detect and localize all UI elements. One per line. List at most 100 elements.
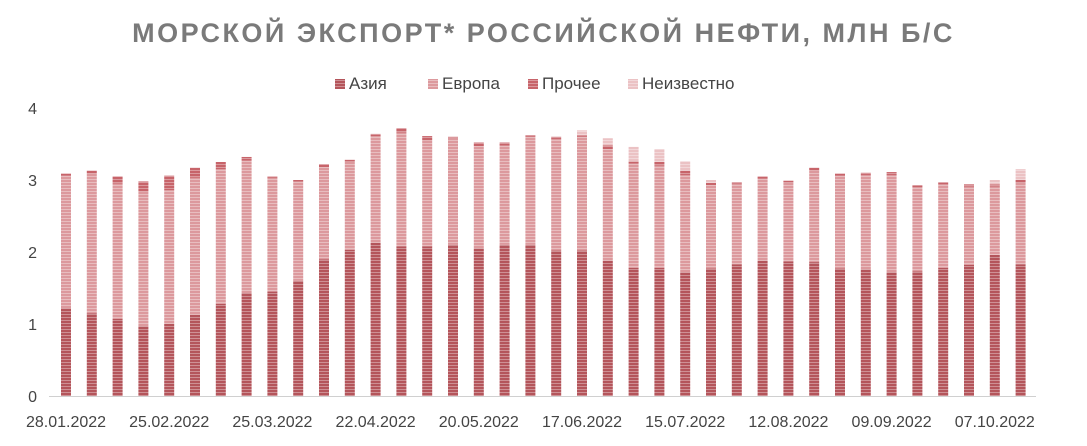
bar-stack <box>602 138 613 396</box>
bar-segment <box>112 318 123 396</box>
bar-segment <box>215 162 226 170</box>
bar-segment <box>190 167 200 178</box>
bar-segment <box>86 170 97 174</box>
bar-segment <box>680 174 691 273</box>
y-tick-label: 1 <box>28 317 37 334</box>
bar-stack <box>525 135 536 396</box>
legend-swatch-2 <box>528 79 538 89</box>
bar-segment <box>757 260 768 396</box>
bar-stack <box>448 136 458 396</box>
x-tick-label: 15.07.2022 <box>645 414 725 431</box>
bar-segment <box>551 250 562 396</box>
legend-swatch-1 <box>428 79 438 89</box>
bar-segment <box>344 162 355 250</box>
bar-segment <box>138 181 149 192</box>
bar-segment <box>628 146 639 162</box>
bar-segment <box>473 248 484 396</box>
x-axis: 28.01.2022 25.02.2022 25.03.2022 22.04.2022… <box>26 396 1036 431</box>
bar-segment <box>215 169 226 304</box>
bar-segment <box>706 180 716 183</box>
bar-segment <box>602 145 613 150</box>
bar-segment <box>241 293 252 396</box>
bar-stack <box>164 175 175 396</box>
bar-segment <box>293 280 304 396</box>
bar-segment <box>396 246 407 396</box>
bar-segment <box>370 133 381 137</box>
bar-segment <box>602 149 613 261</box>
bar-segment <box>912 271 923 396</box>
bar-stack <box>86 170 97 396</box>
bar-stack <box>319 164 329 396</box>
bar-segment <box>964 186 974 265</box>
bar-segment <box>344 159 355 162</box>
bar-segment <box>912 185 923 188</box>
bar-segment <box>319 167 329 260</box>
bar-segment <box>61 173 71 176</box>
bar-segment <box>628 161 639 164</box>
bar-segment <box>989 184 1000 187</box>
bar-segment <box>835 268 845 396</box>
bars-group <box>61 128 1026 396</box>
bar-segment <box>731 183 742 265</box>
bar-segment <box>654 162 665 166</box>
legend-label-3: Неизвестно <box>642 74 734 93</box>
bar-segment <box>886 174 897 273</box>
bar-segment <box>112 183 123 319</box>
x-tick-label: 20.05.2022 <box>439 414 519 431</box>
bar-segment <box>602 138 613 146</box>
bar-segment <box>422 246 433 396</box>
bar-segment <box>138 326 149 396</box>
bar-segment <box>912 187 923 272</box>
bar-segment <box>680 161 691 171</box>
bar-segment <box>628 267 639 396</box>
bar-segment <box>731 182 742 184</box>
legend-label-2: Прочее <box>542 74 601 93</box>
bar-stack <box>757 176 768 396</box>
bar-segment <box>473 142 484 147</box>
bar-segment <box>731 264 742 396</box>
bar-segment <box>112 176 123 184</box>
bar-stack <box>473 142 484 396</box>
bar-segment <box>835 173 845 176</box>
bar-segment <box>680 272 691 396</box>
bar-stack <box>499 142 510 396</box>
bar-segment <box>1015 180 1026 183</box>
bar-stack <box>989 180 1000 396</box>
bar-segment <box>86 313 97 396</box>
bar-segment <box>989 180 1000 185</box>
bar-segment <box>448 138 458 245</box>
bar-segment <box>809 170 820 263</box>
bar-segment <box>499 244 510 396</box>
bar-segment <box>577 135 587 137</box>
bar-segment <box>654 149 665 162</box>
bar-segment <box>293 180 304 182</box>
bar-segment <box>448 136 458 139</box>
legend: Азия Европа Прочее Неизвестно <box>335 74 734 93</box>
bar-segment <box>1015 182 1026 265</box>
legend-label-1: Европа <box>442 74 500 93</box>
bar-segment <box>370 136 381 243</box>
y-tick-label: 2 <box>28 245 37 262</box>
bar-segment <box>835 175 845 269</box>
x-tick-label: 09.09.2022 <box>852 414 932 431</box>
bar-segment <box>860 269 871 396</box>
bar-segment <box>448 244 458 396</box>
x-tick-label: 12.08.2022 <box>748 414 828 431</box>
bar-segment <box>551 136 562 139</box>
bar-segment <box>783 180 794 183</box>
bar-segment <box>860 172 871 175</box>
bar-stack <box>809 167 820 396</box>
bar-segment <box>319 259 329 396</box>
bar-segment <box>886 172 897 175</box>
bar-segment <box>61 308 71 396</box>
bar-segment <box>783 261 794 396</box>
bar-segment <box>215 303 226 396</box>
bar-stack <box>61 173 71 396</box>
bar-segment <box>293 181 304 281</box>
bar-stack <box>912 185 923 396</box>
legend-swatch-3 <box>628 79 638 89</box>
x-tick-label: 25.02.2022 <box>129 414 209 431</box>
bar-segment <box>422 136 433 141</box>
bar-segment <box>1015 169 1026 180</box>
